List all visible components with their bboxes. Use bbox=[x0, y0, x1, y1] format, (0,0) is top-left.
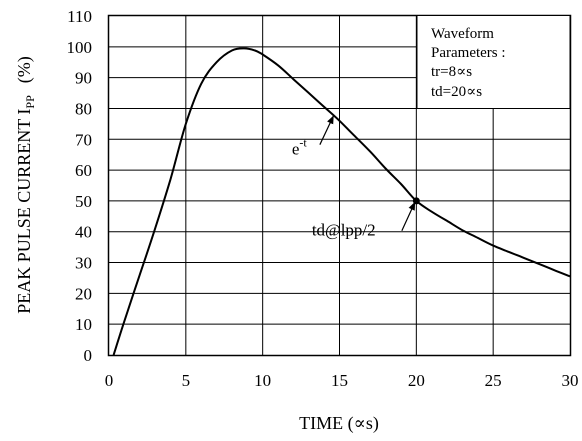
y-axis-label-subscript: PP bbox=[23, 95, 37, 109]
x-tick-label: 0 bbox=[105, 371, 114, 390]
annotation-label: td@lpp/2 bbox=[312, 221, 376, 240]
y-tick-label: 90 bbox=[75, 69, 92, 88]
x-tick-label: 15 bbox=[331, 371, 348, 390]
plot-frame bbox=[107, 14, 572, 357]
x-axis-label: TIME (∝s) bbox=[299, 413, 379, 434]
y-tick-label: 40 bbox=[75, 223, 92, 242]
y-tick-label: 110 bbox=[67, 7, 92, 26]
y-tick-label: 60 bbox=[75, 161, 92, 180]
x-tick-label: 5 bbox=[182, 371, 191, 390]
y-axis-label-main: PEAK PULSE CURRENT I bbox=[14, 109, 34, 314]
parameter-box bbox=[416, 15, 571, 109]
annotation-layer: e-t td@lpp/2 bbox=[292, 115, 416, 240]
y-axis-label: PEAK PULSE CURRENT IPP (%) bbox=[14, 56, 37, 314]
parameter-line-3: tr=8∝s bbox=[431, 64, 472, 80]
y-tick-label: 100 bbox=[67, 38, 93, 57]
x-tick-label: 25 bbox=[485, 371, 502, 390]
grid-lines bbox=[109, 16, 570, 355]
y-tick-labels: 0 10 20 30 40 50 60 70 80 90 100 110 bbox=[67, 7, 93, 365]
y-tick-label: 50 bbox=[75, 192, 92, 211]
annotation-arrow bbox=[401, 201, 416, 231]
y-tick-label: 10 bbox=[75, 315, 92, 334]
x-tick-label: 30 bbox=[562, 371, 579, 390]
y-axis-label-unit: (%) bbox=[14, 56, 35, 83]
annotation-arrow bbox=[319, 115, 334, 145]
y-tick-label: 0 bbox=[84, 346, 93, 365]
y-tick-label: 80 bbox=[75, 99, 92, 118]
annotation-label: e-t bbox=[292, 136, 308, 159]
x-tick-labels: 0 5 10 15 20 25 30 bbox=[105, 371, 579, 390]
x-tick-label: 10 bbox=[254, 371, 271, 390]
y-tick-label: 20 bbox=[75, 284, 92, 303]
parameter-line-4: td=20∝s bbox=[431, 84, 482, 100]
current-waveform-line bbox=[112, 47, 571, 356]
parameter-line-2: Parameters : bbox=[431, 45, 506, 61]
y-tick-label: 30 bbox=[75, 254, 92, 273]
x-tick-label: 20 bbox=[408, 371, 425, 390]
y-tick-label: 70 bbox=[75, 130, 92, 149]
parameter-line-1: Waveform bbox=[431, 26, 494, 42]
